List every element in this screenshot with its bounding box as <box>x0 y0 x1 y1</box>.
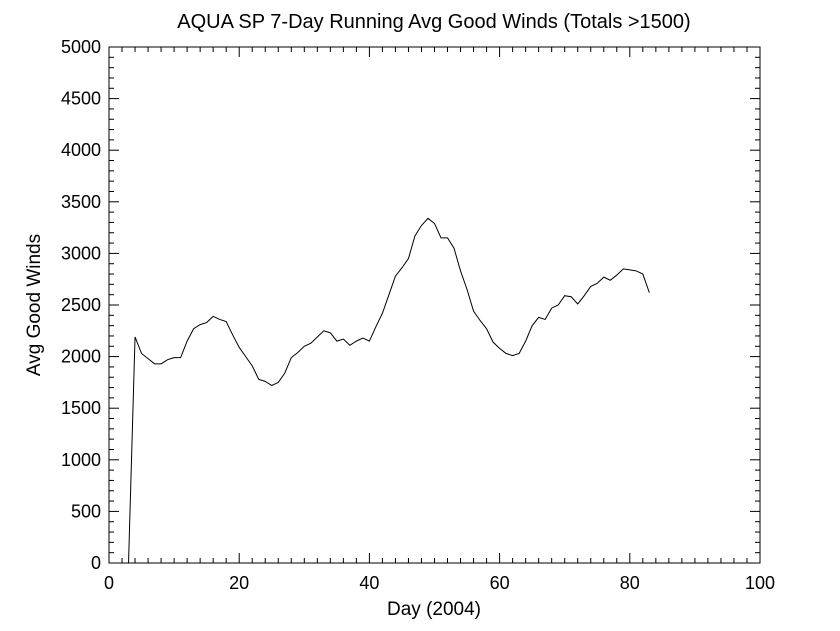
y-tick-label: 3000 <box>61 243 101 263</box>
plot-area-frame <box>108 46 761 564</box>
y-tick-label: 1500 <box>61 398 101 418</box>
x-tick-label: 60 <box>490 573 510 593</box>
y-tick-label: 5000 <box>61 37 101 57</box>
axis-ticks <box>108 46 761 564</box>
y-tick-label: 2000 <box>61 347 101 367</box>
x-tick-label: 80 <box>620 573 640 593</box>
y-tick-label: 4000 <box>61 140 101 160</box>
chart-title: AQUA SP 7-Day Running Avg Good Winds (To… <box>177 11 690 33</box>
x-axis-tick-labels: 0 20 40 60 80 100 <box>104 573 775 593</box>
series-points <box>127 217 651 565</box>
y-tick-label: 0 <box>91 553 101 573</box>
y-tick-label: 500 <box>71 501 101 521</box>
x-tick-label: 40 <box>359 573 379 593</box>
y-tick-label: 4500 <box>61 89 101 109</box>
y-axis-tick-labels: 0 500 1000 1500 2000 2500 3000 3500 4000 4500 5000 <box>61 37 101 573</box>
x-tick-label: 0 <box>104 573 114 593</box>
x-tick-label: 20 <box>229 573 249 593</box>
y-axis-title: Avg Good Winds <box>24 234 45 376</box>
x-tick-label: 100 <box>745 573 775 593</box>
y-tick-label: 2500 <box>61 295 101 315</box>
series-line <box>128 217 650 564</box>
x-axis-title: Day (2004) <box>387 599 481 620</box>
y-tick-label: 3500 <box>61 192 101 212</box>
y-tick-label: 1000 <box>61 450 101 470</box>
